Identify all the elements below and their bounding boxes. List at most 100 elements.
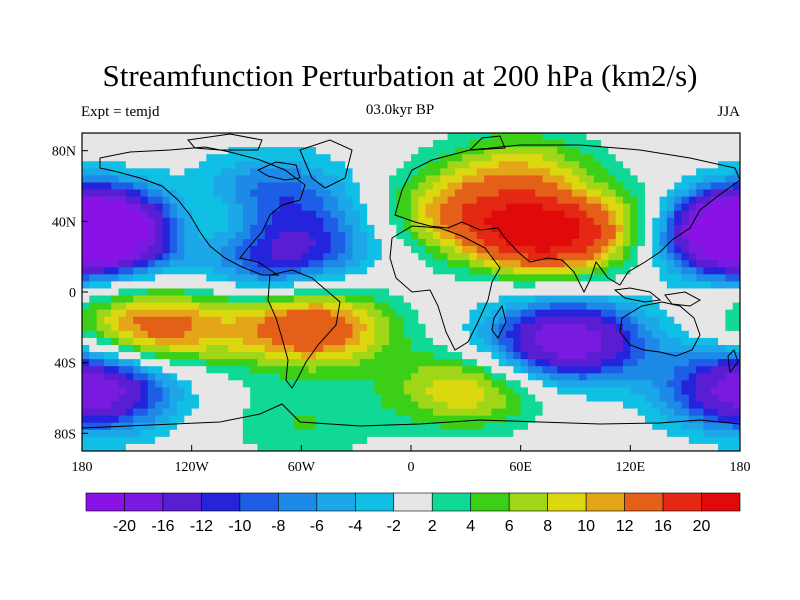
field-cell xyxy=(557,415,566,424)
field-cell xyxy=(637,436,646,445)
field-cell xyxy=(623,274,631,282)
field-cell xyxy=(367,429,376,438)
field-cell xyxy=(718,394,726,403)
field-cell xyxy=(155,281,164,290)
field-cell xyxy=(118,401,127,410)
field-cell xyxy=(272,140,280,148)
field-cell xyxy=(337,323,346,332)
field-cell xyxy=(242,217,251,226)
field-cell xyxy=(557,345,566,353)
field-cell xyxy=(125,401,134,410)
field-cell xyxy=(389,302,397,311)
field-cell xyxy=(498,330,507,339)
field-cell xyxy=(352,140,361,148)
field-cell xyxy=(681,168,690,176)
field-cell xyxy=(213,281,222,290)
field-cell xyxy=(579,288,588,297)
field-cell xyxy=(462,373,471,381)
field-cell xyxy=(250,401,259,410)
field-cell xyxy=(527,140,536,148)
field-cell xyxy=(688,203,697,212)
field-cell xyxy=(220,394,229,403)
field-cell xyxy=(352,281,361,290)
field-cell xyxy=(381,203,390,212)
field-cell xyxy=(89,337,98,346)
field-cell xyxy=(659,387,668,396)
field-cell xyxy=(696,366,705,374)
field-cell xyxy=(184,217,193,226)
field-cell xyxy=(557,267,566,275)
field-cell xyxy=(586,352,595,360)
field-cell xyxy=(718,203,726,212)
field-cell xyxy=(513,281,522,290)
field-cell xyxy=(681,295,690,304)
field-cell xyxy=(542,274,551,282)
field-cell xyxy=(308,359,317,367)
field-cell xyxy=(140,422,149,431)
field-cell xyxy=(696,401,705,410)
field-cell xyxy=(469,288,478,297)
field-cell xyxy=(498,436,507,445)
field-cell xyxy=(564,147,573,155)
field-cell xyxy=(542,436,551,445)
field-cell xyxy=(688,373,697,381)
field-cell xyxy=(432,203,441,212)
field-cell xyxy=(125,246,134,254)
field-cell xyxy=(337,133,346,141)
field-cell xyxy=(527,408,536,417)
field-cell xyxy=(637,422,646,431)
field-cell xyxy=(454,309,463,318)
field-cell xyxy=(506,394,514,403)
field-cell xyxy=(696,210,705,219)
field-cell xyxy=(118,182,127,191)
field-cell xyxy=(140,260,149,268)
field-cell xyxy=(725,288,734,297)
field-cell xyxy=(564,429,573,438)
field-cell xyxy=(220,161,229,169)
field-cell xyxy=(191,302,200,311)
field-cell xyxy=(506,408,514,417)
field-cell xyxy=(513,196,522,205)
field-cell xyxy=(381,147,390,155)
field-cell xyxy=(367,154,376,162)
field-cell xyxy=(411,443,419,451)
field-cell xyxy=(469,175,478,184)
field-cell xyxy=(411,394,419,403)
field-cell xyxy=(601,352,609,360)
field-cell xyxy=(206,429,215,438)
field-cell xyxy=(323,168,332,176)
field-cell xyxy=(732,337,740,346)
field-cell xyxy=(337,224,346,233)
field-cell xyxy=(257,246,266,254)
colorbar-label: 10 xyxy=(577,518,595,535)
field-cell xyxy=(513,316,522,325)
field-cell xyxy=(323,302,332,311)
field-cell xyxy=(725,316,734,325)
field-cell xyxy=(732,436,740,445)
field-cell xyxy=(520,436,529,445)
field-cell xyxy=(89,309,98,318)
field-cell xyxy=(374,429,383,438)
field-cell xyxy=(425,154,434,162)
field-cell xyxy=(220,182,229,191)
field-cell xyxy=(111,147,120,155)
field-cell xyxy=(586,175,595,184)
field-cell xyxy=(557,309,566,318)
field-cell xyxy=(659,337,668,346)
field-cell xyxy=(440,281,449,290)
field-cell xyxy=(301,246,310,254)
field-cell xyxy=(191,231,200,240)
field-cell xyxy=(352,380,361,388)
field-cell xyxy=(367,210,376,219)
field-cell xyxy=(659,217,668,226)
field-cell xyxy=(652,168,661,176)
field-cell xyxy=(213,288,222,297)
field-cell xyxy=(89,401,98,410)
field-cell xyxy=(330,140,339,148)
field-cell xyxy=(140,415,149,424)
field-cell xyxy=(374,345,383,353)
field-cell xyxy=(710,387,719,396)
field-cell xyxy=(447,345,456,353)
field-cell xyxy=(557,281,566,290)
colorbar-swatch xyxy=(624,492,664,512)
